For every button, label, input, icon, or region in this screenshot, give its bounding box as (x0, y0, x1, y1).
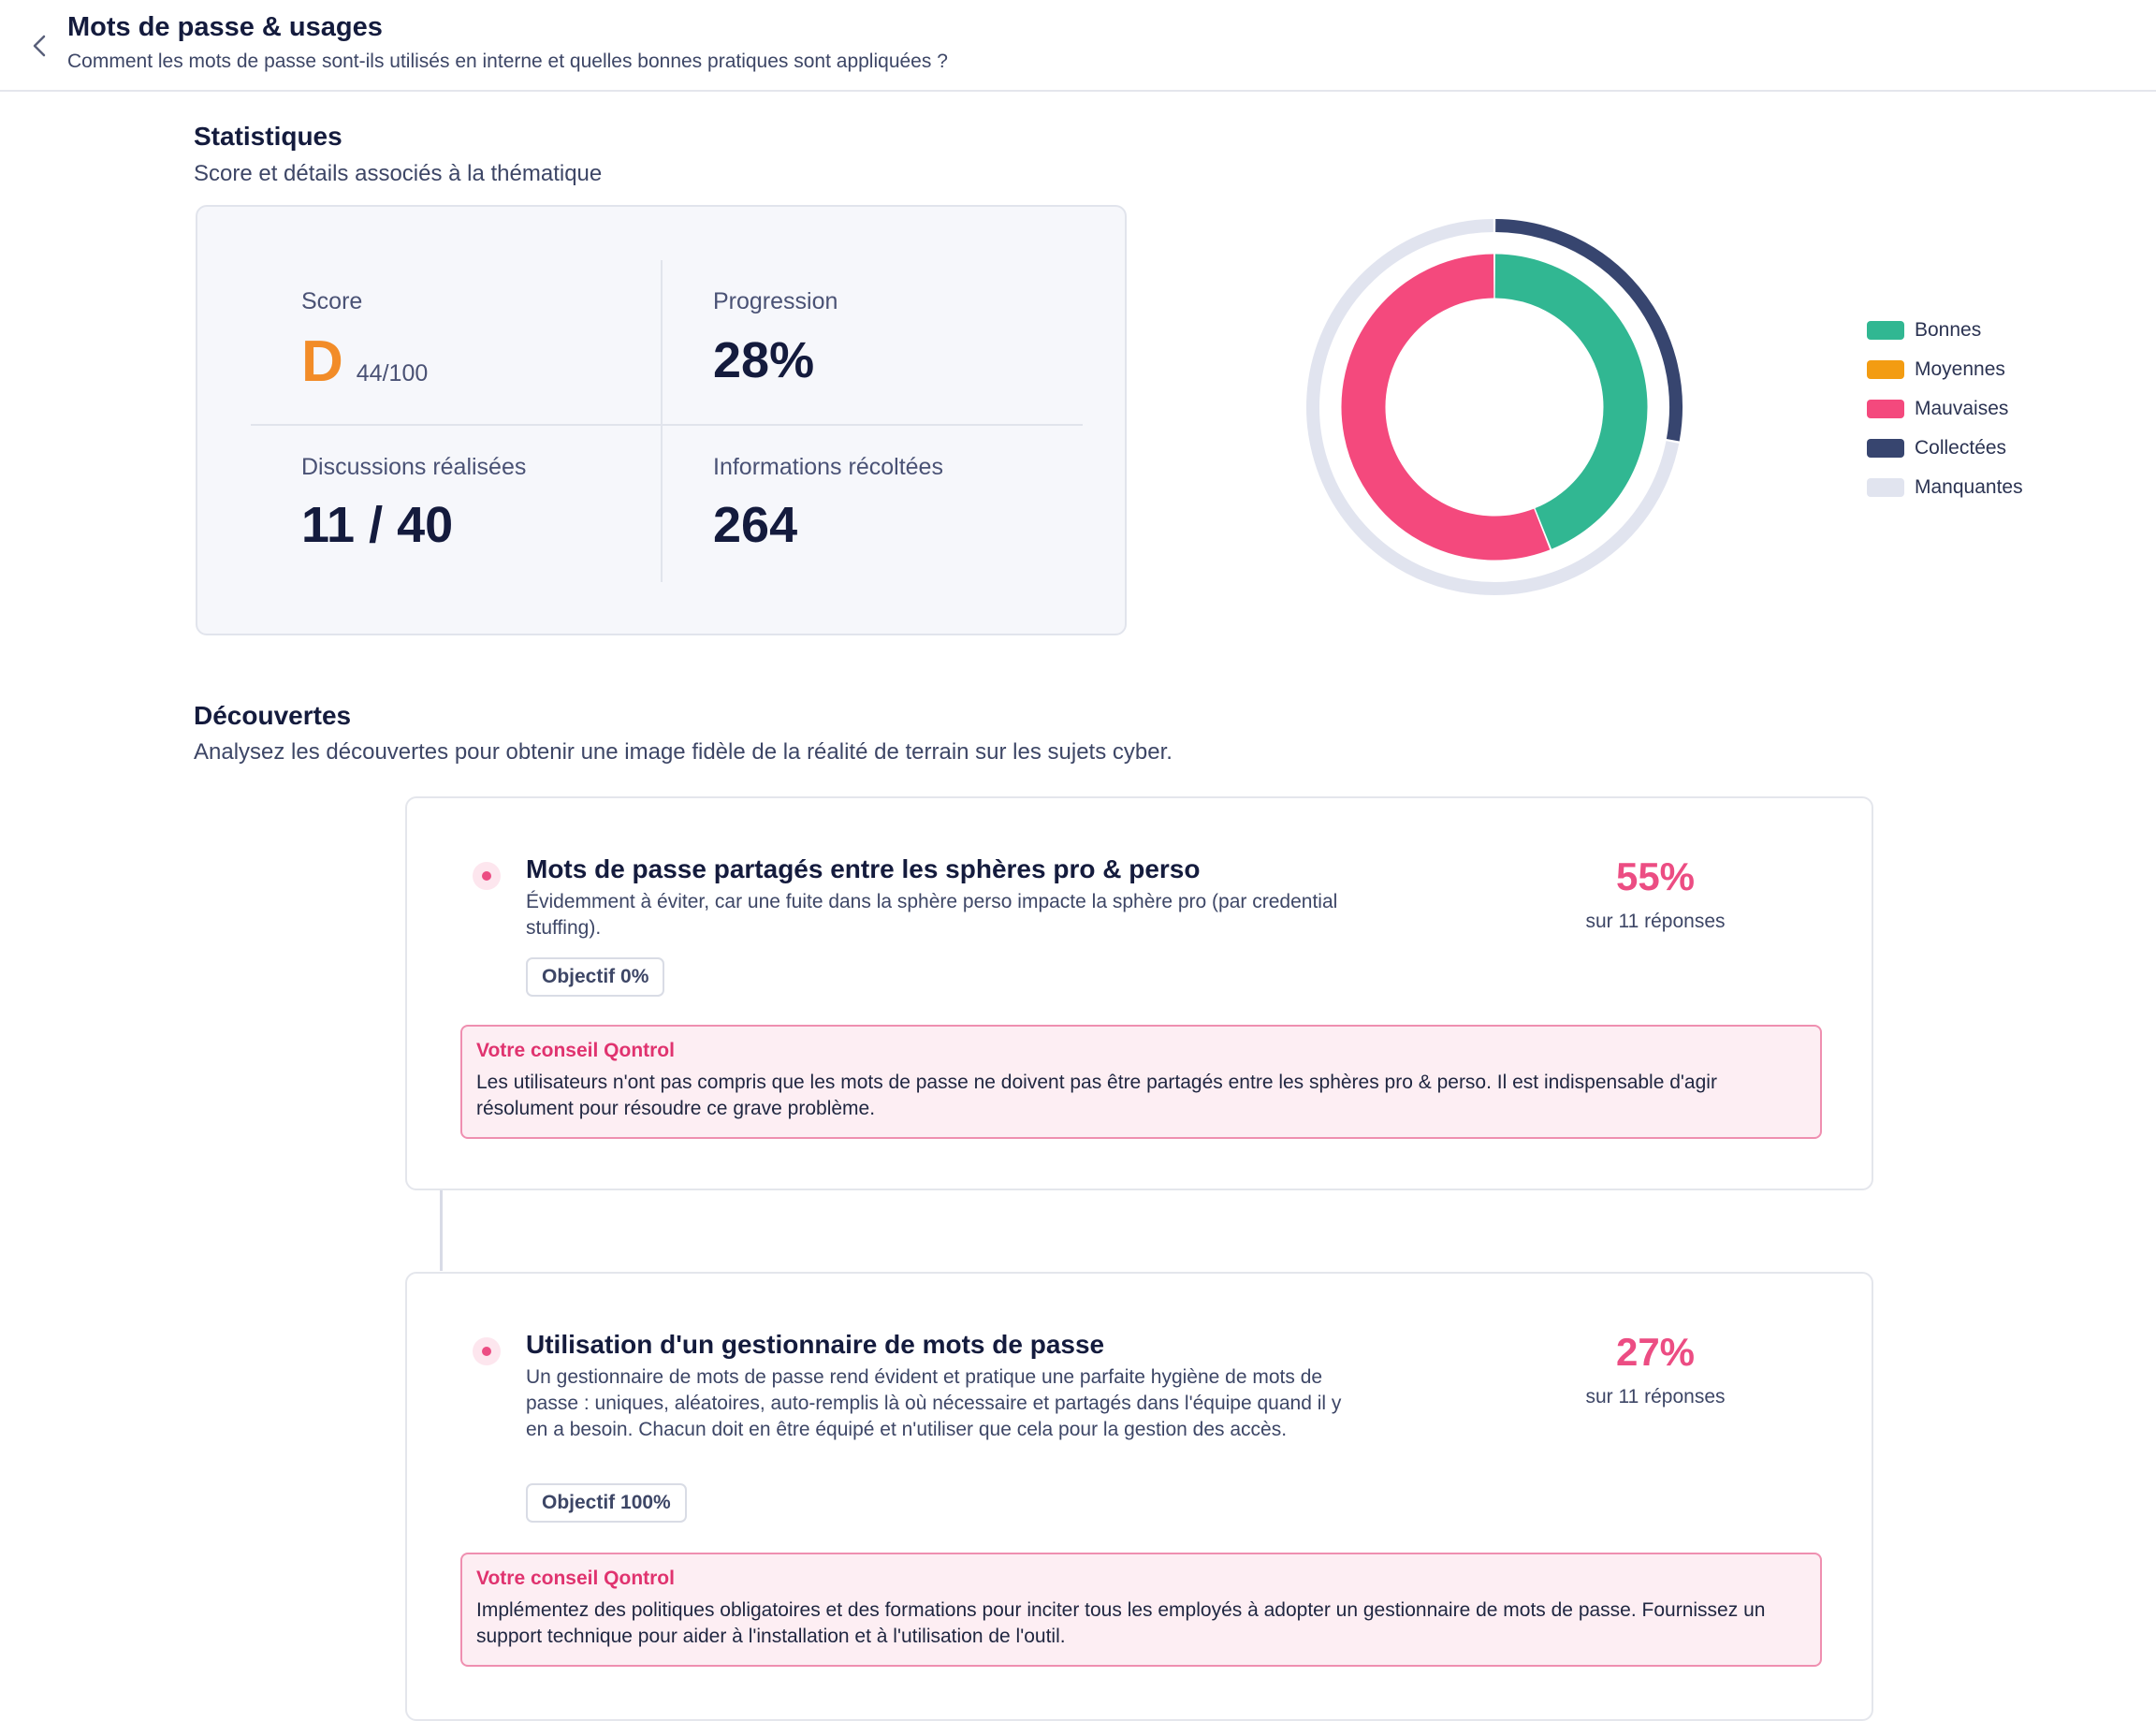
informations-value: 264 (713, 497, 798, 553)
page-header: Mots de passe & usages Comment les mots … (0, 0, 2156, 92)
legend-label: Manquantes (1915, 476, 2023, 498)
discovery-card: Utilisation d'un gestionnaire de mots de… (405, 1272, 1873, 1721)
legend-collectees: Collectées (1867, 437, 2006, 459)
progression-label: Progression (713, 288, 838, 314)
discovery-responses: sur 11 réponses (1585, 1386, 1726, 1407)
stats-card: Score D 44/100 Progression 28% Discussio… (196, 205, 1127, 635)
donut-segment-bonnes (1494, 254, 1648, 549)
discoveries-subtitle: Analysez les découvertes pour obtenir un… (194, 739, 1173, 765)
page-title: Mots de passe & usages (67, 12, 383, 42)
status-dot-icon (473, 862, 501, 890)
legend-swatch (1867, 439, 1904, 458)
donut-segment-manquantes (1306, 219, 1680, 595)
donut-segment-mauvaises (1341, 254, 1551, 561)
advice-box: Votre conseil Qontrol Les utilisateurs n… (460, 1025, 1822, 1139)
legend-bonnes: Bonnes (1867, 319, 1981, 342)
discovery-title: Utilisation d'un gestionnaire de mots de… (526, 1330, 1105, 1359)
advice-box: Votre conseil Qontrol Implémentez des po… (460, 1553, 1822, 1667)
advice-title: Votre conseil Qontrol (476, 1040, 675, 1061)
advice-text: Implémentez des politiques obligatoires … (476, 1599, 1766, 1647)
advice-text: Les utilisateurs n'ont pas compris que l… (476, 1072, 1717, 1119)
discovery-title: Mots de passe partagés entre les sphères… (526, 854, 1201, 883)
stats-title: Statistiques (194, 122, 342, 151)
legend-swatch (1867, 321, 1904, 340)
discussions-value: 11 / 40 (301, 497, 454, 553)
legend-swatch (1867, 400, 1904, 418)
informations-label: Informations récoltées (713, 454, 943, 480)
legend-swatch (1867, 360, 1904, 379)
legend-swatch (1867, 478, 1904, 497)
legend-manquantes: Manquantes (1867, 476, 2023, 499)
score-points: 44/100 (356, 360, 429, 386)
donut-chart (1306, 219, 1683, 595)
legend-label: Mauvaises (1915, 398, 2009, 419)
score-value: D 44/100 (301, 328, 428, 395)
divider (251, 424, 1083, 426)
timeline-connector (440, 1190, 443, 1271)
discoveries-title: Découvertes (194, 701, 352, 730)
legend-label: Moyennes (1915, 358, 2005, 380)
status-dot-icon (473, 1337, 501, 1365)
legend-mauvaises: Mauvaises (1867, 398, 2008, 420)
divider (661, 260, 663, 582)
discovery-description: Un gestionnaire de mots de passe rend év… (526, 1366, 1342, 1440)
discussions-label: Discussions réalisées (301, 454, 527, 480)
progression-value: 28% (713, 332, 815, 388)
discovery-responses: sur 11 réponses (1585, 911, 1726, 932)
legend-label: Bonnes (1915, 319, 1982, 341)
legend-label: Collectées (1915, 437, 2007, 459)
objective-badge: Objectif 100% (526, 1483, 687, 1523)
page-subtitle: Comment les mots de passe sont-ils utili… (67, 51, 948, 72)
discovery-description: Évidemment à éviter, car une fuite dans … (526, 891, 1338, 939)
objective-badge: Objectif 0% (526, 957, 665, 997)
discovery-percent: 55% (1615, 854, 1696, 898)
score-label: Score (301, 288, 363, 314)
chevron-left-icon[interactable] (28, 30, 52, 62)
discovery-card: Mots de passe partagés entre les sphères… (405, 796, 1873, 1190)
advice-title: Votre conseil Qontrol (476, 1568, 675, 1589)
discovery-percent: 27% (1615, 1330, 1696, 1374)
stats-subtitle: Score et détails associés à la thématiqu… (194, 161, 603, 186)
donut-segment-collectées (1495, 219, 1683, 442)
score-grade: D (301, 329, 343, 394)
legend-moyennes: Moyennes (1867, 358, 2005, 381)
